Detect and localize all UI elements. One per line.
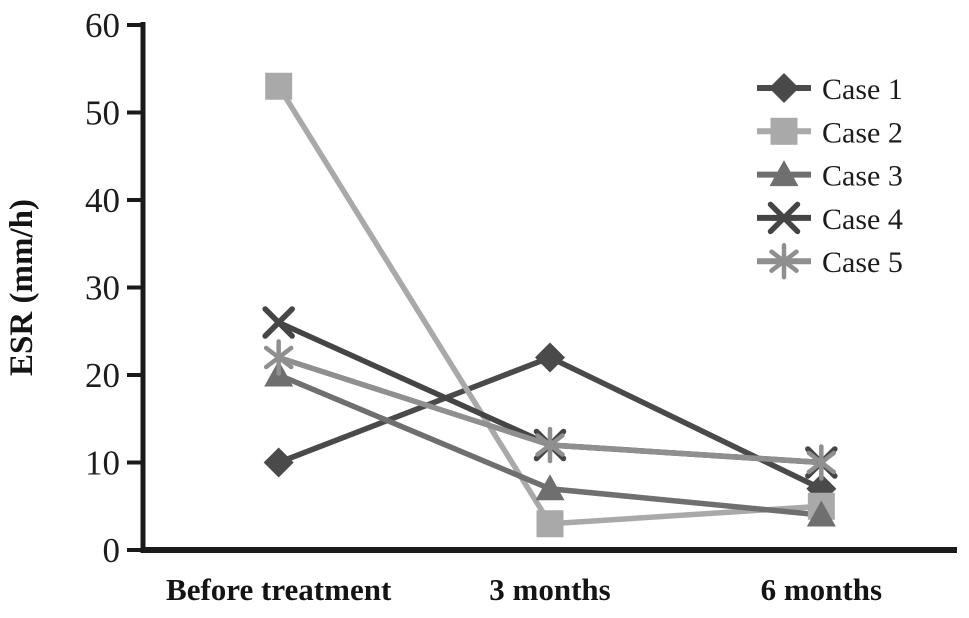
asterisk-marker (769, 249, 799, 273)
y-tick-label: 60 (85, 6, 120, 45)
legend-label: Case 2 (822, 116, 903, 149)
x-category-label: Before treatment (166, 572, 392, 607)
y-tick-label: 30 (85, 269, 120, 308)
legend-label: Case 4 (822, 203, 903, 236)
diamond-marker (769, 73, 799, 103)
y-tick-label: 10 (85, 444, 120, 483)
y-axis-title: ESR (mm/h) (4, 199, 40, 376)
square-marker (265, 72, 293, 100)
triangle-marker (769, 160, 799, 187)
square-marker (265, 72, 293, 100)
x-marker (262, 306, 295, 339)
asterisk-marker (769, 242, 799, 280)
legend-label: Case 3 (822, 160, 903, 193)
square-marker (536, 510, 564, 538)
x-marker (767, 201, 801, 235)
x-marker (262, 306, 295, 339)
series-line-case-1 (275, 354, 825, 492)
diamond-marker (535, 342, 565, 373)
triangle-marker (535, 474, 565, 501)
asterisk-marker (535, 433, 565, 457)
asterisk-marker (263, 339, 294, 376)
y-tick-label: 20 (85, 356, 120, 395)
y-tick-label: 0 (103, 531, 121, 570)
legend-label: Case 5 (822, 246, 903, 279)
y-tick-label: 40 (85, 181, 120, 220)
x-marker (767, 201, 801, 235)
diamond-marker (263, 447, 294, 478)
x-category-label: 3 months (489, 572, 610, 607)
triangle-marker (535, 474, 565, 501)
square-marker (770, 117, 798, 145)
asterisk-marker (806, 444, 837, 481)
asterisk-marker (806, 450, 837, 475)
x-category-label: 6 months (761, 572, 882, 607)
diamond-marker (263, 447, 294, 478)
square-marker (770, 117, 798, 145)
square-marker (536, 510, 564, 538)
legend-label: Case 1 (822, 73, 903, 106)
asterisk-marker (263, 345, 294, 370)
diamond-marker (535, 342, 565, 373)
diamond-marker (769, 73, 799, 103)
triangle-marker (769, 160, 799, 187)
asterisk-marker (535, 426, 565, 464)
triangle-marker (806, 500, 836, 527)
y-tick-label: 50 (85, 94, 120, 133)
triangle-marker (806, 500, 836, 527)
